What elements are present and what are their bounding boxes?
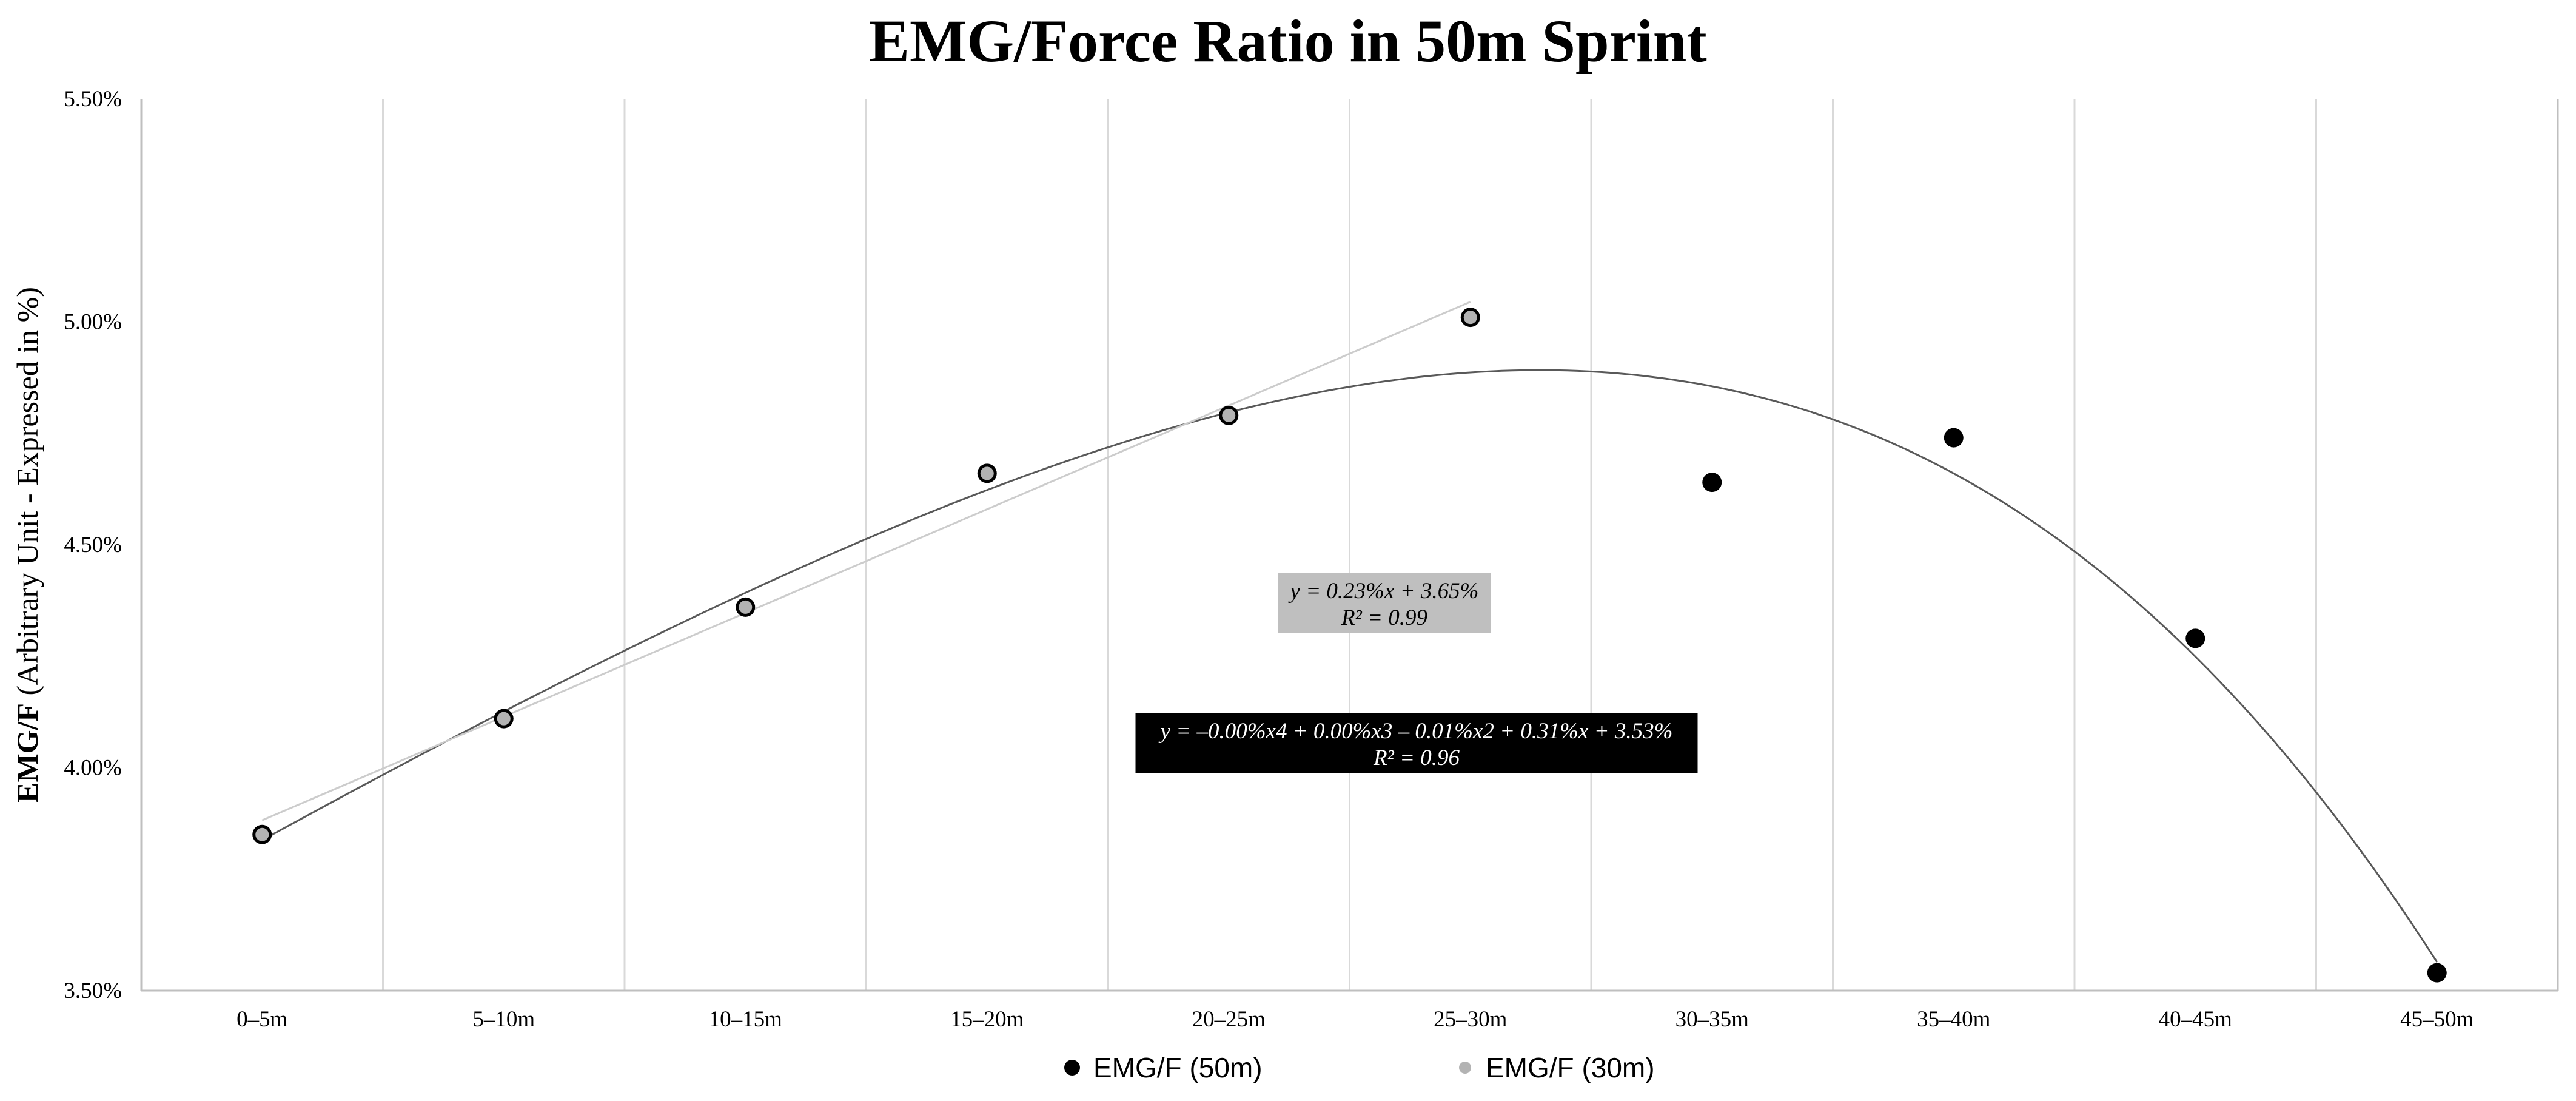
point-layer xyxy=(252,308,2447,983)
trendline-label-poly-bg xyxy=(1135,713,1698,773)
y-tick-label: 4.00% xyxy=(64,756,122,781)
y-axis-label: EMG/F (Arbitrary Unit - Expressed in %) xyxy=(10,287,44,803)
trendline-layer xyxy=(261,301,2438,963)
point-30m xyxy=(980,466,994,480)
point-30m xyxy=(739,600,753,614)
y-tick-label: 3.50% xyxy=(64,978,122,1003)
x-tick-label: 5–10m xyxy=(472,1007,535,1032)
trendline-label-linear-r2: R² = 0.99 xyxy=(1341,605,1427,630)
x-tick-label: 30–35m xyxy=(1675,1007,1749,1032)
x-tick-label: 40–45m xyxy=(2159,1007,2233,1032)
point-50m xyxy=(1944,428,1964,448)
legend-marker-30m xyxy=(1459,1062,1471,1074)
point-50m xyxy=(2185,628,2205,648)
y-tick-label: 4.50% xyxy=(64,533,122,557)
point-50m xyxy=(1702,473,1722,493)
trendline-label-layer: y = 0.23%x + 3.65%R² = 0.99 y = –0.00%x4 … xyxy=(1135,573,1698,773)
legend-label-50m: EMG/F (50m) xyxy=(1093,1052,1263,1083)
x-tick-label: 10–15m xyxy=(709,1007,783,1032)
trendline-label-linear-equation: y = 0.23%x + 3.65% xyxy=(1288,579,1479,604)
trendline-label-linear-bg xyxy=(1278,573,1491,633)
chart-title: EMG/Force Ratio in 50m Sprint xyxy=(869,7,1707,75)
point-30m xyxy=(1222,408,1236,422)
trendline-linear-30m xyxy=(261,301,1471,821)
point-30m xyxy=(255,827,269,841)
x-tick-label: 20–25m xyxy=(1192,1007,1266,1032)
x-tick-label: 25–30m xyxy=(1434,1007,1508,1032)
trendline-label-poly: y = –0.00%x4 + 0.00%x3 – 0.01%x2 + 0.31%… xyxy=(1135,713,1698,773)
legend-marker-50m xyxy=(1064,1060,1080,1076)
y-axis-label-rest: (Arbitrary Unit - Expressed in %) xyxy=(10,287,44,703)
trendline-label-poly-r2: R² = 0.96 xyxy=(1373,746,1460,770)
legend: EMG/F (50m) EMG/F (30m) xyxy=(1064,1052,1655,1083)
grid-layer xyxy=(140,99,2559,991)
point-30m xyxy=(1463,311,1477,325)
trendline-label-linear: y = 0.23%x + 3.65%R² = 0.99 xyxy=(1278,573,1491,633)
point-50m xyxy=(2427,963,2447,983)
y-tick-label: 5.50% xyxy=(64,87,122,112)
x-tick-label: 45–50m xyxy=(2400,1007,2474,1032)
point-30m xyxy=(497,712,511,726)
trendline-poly-50m xyxy=(261,369,2438,963)
x-tick-label: 0–5m xyxy=(236,1007,288,1032)
legend-label-30m: EMG/F (30m) xyxy=(1486,1052,1655,1083)
trendline-label-poly-equation: y = –0.00%x4 + 0.00%x3 – 0.01%x2 + 0.31%… xyxy=(1158,719,1673,744)
axis-layer: 3.50% 4.00% 4.50% 5.00% 5.50% 0–5m 5–10m 10–15m… xyxy=(10,87,2558,1032)
x-tick-label: 35–40m xyxy=(1917,1007,1991,1032)
y-tick-label: 5.00% xyxy=(64,310,122,335)
x-tick-label: 15–20m xyxy=(950,1007,1024,1032)
y-axis-label-bold: EMG/F xyxy=(10,703,44,803)
